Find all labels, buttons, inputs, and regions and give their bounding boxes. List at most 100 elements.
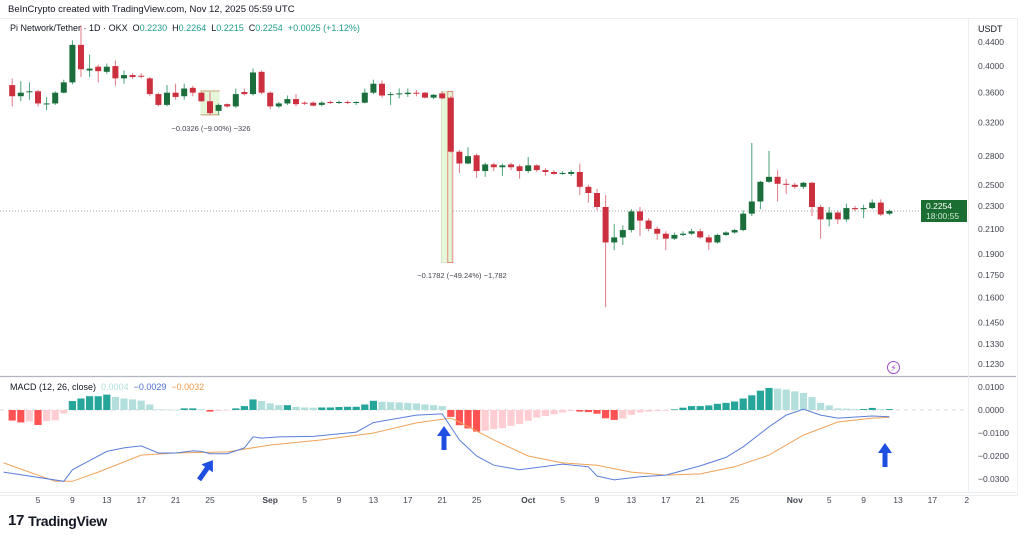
candle-body bbox=[568, 171, 575, 174]
candle bbox=[740, 210, 747, 232]
candle-body bbox=[129, 75, 136, 78]
candle bbox=[637, 206, 643, 237]
candle-body bbox=[310, 102, 317, 106]
candle-body bbox=[559, 172, 566, 174]
candle-body bbox=[43, 103, 50, 105]
symbol-name[interactable]: Pi Network/Tether bbox=[10, 23, 82, 33]
candle bbox=[336, 100, 342, 105]
time-tick-label: 21 bbox=[437, 495, 447, 505]
candle bbox=[232, 88, 239, 108]
candle bbox=[250, 68, 256, 96]
time-tick-label: Nov bbox=[787, 495, 803, 505]
symbol-legend: Pi Network/Tether · 1D · OKX O0.2230 H0.… bbox=[10, 23, 360, 33]
candle-body bbox=[817, 206, 824, 220]
candle-body bbox=[757, 181, 764, 202]
macd-histogram-bar bbox=[292, 406, 300, 410]
macd-histogram-bar bbox=[51, 410, 59, 421]
macd-histogram-bar bbox=[154, 409, 162, 410]
macd-histogram-bar bbox=[877, 409, 885, 410]
macd-histogram-bar bbox=[447, 410, 455, 417]
candle-body bbox=[826, 212, 833, 220]
candle bbox=[258, 70, 265, 95]
macd-histogram-bar bbox=[8, 410, 16, 421]
candle-body bbox=[284, 99, 291, 104]
candle bbox=[834, 210, 841, 225]
time-tick-label: 17 bbox=[661, 495, 671, 505]
candle bbox=[267, 91, 274, 110]
macd-histogram-bar bbox=[455, 410, 463, 426]
macd-histogram-bar bbox=[34, 410, 42, 425]
candle-body bbox=[181, 88, 188, 97]
macd-histogram-bar bbox=[206, 410, 214, 412]
candle bbox=[189, 85, 196, 97]
candle-body bbox=[198, 92, 205, 102]
time-tick-label: 21 bbox=[695, 495, 705, 505]
arrow-shape bbox=[878, 443, 892, 467]
macd-histogram-bar bbox=[395, 402, 403, 410]
candle-body bbox=[318, 102, 325, 105]
macd-histogram-bar bbox=[731, 401, 739, 410]
macd-histogram-bar bbox=[713, 403, 721, 410]
lightning-icon[interactable]: ⚡︎ bbox=[887, 361, 900, 374]
macd-histogram-bar bbox=[43, 410, 51, 422]
candle-body bbox=[714, 234, 721, 243]
macd-histogram-bar bbox=[842, 408, 850, 410]
candle bbox=[559, 171, 566, 175]
time-tick-label: 17 bbox=[403, 495, 413, 505]
candle-body bbox=[35, 91, 41, 104]
candle-body bbox=[103, 66, 110, 72]
macd-histogram-bar bbox=[670, 409, 678, 410]
macd-histogram-bar bbox=[782, 389, 790, 410]
candle bbox=[508, 162, 514, 171]
candle bbox=[456, 149, 463, 173]
candle-body bbox=[740, 213, 747, 231]
candle bbox=[723, 231, 729, 237]
price-tick-label: 0.3600 bbox=[978, 88, 1004, 98]
candle bbox=[594, 188, 600, 211]
candle bbox=[499, 163, 506, 176]
candle bbox=[121, 70, 127, 84]
candle-body bbox=[413, 92, 420, 94]
macd-histogram-bar bbox=[430, 405, 438, 410]
candle-body bbox=[189, 87, 196, 93]
candle-body bbox=[370, 83, 377, 93]
candle bbox=[224, 103, 231, 108]
time-tick-label: 13 bbox=[627, 495, 637, 505]
macd-histogram-bar bbox=[636, 410, 644, 413]
macd-histogram-bar bbox=[559, 410, 567, 413]
candle bbox=[78, 25, 84, 78]
candle bbox=[379, 80, 385, 98]
candle-body bbox=[121, 75, 127, 79]
candle-body bbox=[69, 44, 76, 83]
candle bbox=[103, 63, 110, 74]
candle bbox=[645, 218, 652, 232]
candle-body bbox=[327, 101, 334, 103]
macd-tick-label: −0.0300 bbox=[978, 474, 1009, 484]
macd-histogram-bar bbox=[481, 410, 489, 431]
measure-box bbox=[440, 91, 453, 263]
candle-body bbox=[645, 220, 652, 229]
macd-histogram-bar bbox=[369, 400, 377, 410]
macd-histogram-bar bbox=[473, 410, 481, 432]
macd-histogram-bar bbox=[378, 401, 386, 410]
macd-signal-line bbox=[3, 416, 890, 482]
macd-histogram-bar bbox=[808, 397, 816, 410]
candle bbox=[697, 228, 704, 239]
candle-body bbox=[791, 184, 798, 187]
macd-histogram-bar bbox=[464, 410, 472, 429]
time-tick-label: 9 bbox=[337, 495, 342, 505]
macd-histogram-bar bbox=[387, 402, 395, 410]
macd-histogram-bar bbox=[189, 408, 197, 410]
time-tick-label: 25 bbox=[472, 495, 482, 505]
candle bbox=[241, 88, 248, 96]
candle-body bbox=[404, 92, 411, 95]
candle-body bbox=[396, 93, 403, 95]
candle-body bbox=[60, 82, 67, 93]
candle bbox=[138, 73, 145, 79]
candle bbox=[783, 178, 790, 195]
macd-histogram-bar bbox=[111, 396, 119, 410]
candle-body bbox=[52, 92, 59, 104]
candle-body bbox=[860, 208, 867, 210]
macd-title[interactable]: MACD (12, 26, close) bbox=[10, 382, 97, 392]
